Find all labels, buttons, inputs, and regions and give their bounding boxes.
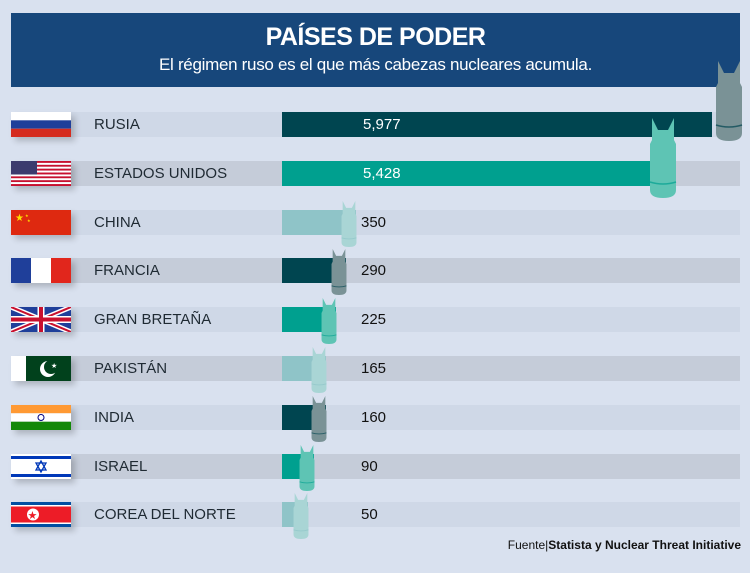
- bomb-icon: [310, 395, 327, 442]
- bar-row: INDIA 160: [11, 395, 740, 442]
- row-stripe: [11, 453, 740, 479]
- country-label: GRAN BRETAÑA: [94, 311, 212, 329]
- flag-russia-icon: [11, 112, 71, 137]
- country-label: ISRAEL: [94, 457, 148, 475]
- chart-subtitle: El régimen ruso es el que más cabezas nu…: [159, 55, 592, 74]
- bar-row: RUSIA 5,977: [11, 61, 743, 141]
- flag-pakistan-icon: ★: [11, 356, 71, 381]
- svg-text:★: ★: [15, 213, 24, 224]
- bomb-icon: [299, 444, 315, 491]
- chart-title: PAÍSES DE PODER: [265, 23, 486, 51]
- country-label: CHINA: [94, 213, 141, 231]
- bar-row: ★ COREA DEL NORTE 50: [11, 493, 740, 540]
- country-label: INDIA: [94, 408, 135, 426]
- bar-row: ISRAEL 90: [11, 444, 740, 491]
- flag-usa-icon: [11, 160, 71, 186]
- source-note: Fuente|Statista y Nuclear Threat Initiat…: [508, 538, 741, 552]
- row-stripe: [11, 356, 740, 381]
- row-stripe: [11, 307, 740, 333]
- flag-israel-icon: [11, 453, 71, 479]
- flag-north-korea-icon: ★: [11, 502, 71, 528]
- source-prefix: Fuente|: [507, 538, 549, 552]
- svg-text:★: ★: [25, 213, 29, 218]
- country-label: COREA DEL NORTE: [94, 506, 236, 524]
- flag-france-icon: [11, 258, 71, 284]
- value-label: 165: [361, 360, 387, 377]
- chart-header: PAÍSES DE PODER El régimen ruso es el qu…: [11, 13, 740, 87]
- source-text: Statista y Nuclear Threat Initiative: [548, 538, 741, 552]
- value-label: 90: [361, 457, 378, 475]
- bomb-icon: [649, 117, 676, 198]
- value-label: 225: [361, 311, 387, 329]
- bomb-icon: [341, 200, 357, 247]
- country-label: RUSIA: [94, 116, 140, 133]
- value-label: 50: [361, 506, 378, 524]
- country-label: FRANCIA: [94, 262, 160, 280]
- bar: [282, 160, 673, 186]
- svg-text:★: ★: [27, 218, 31, 223]
- flag-uk-icon: [11, 307, 71, 333]
- bar-row: ★ PAKISTÁN 165: [11, 347, 740, 393]
- bomb-icon: [293, 493, 309, 540]
- bomb-icon: [715, 61, 743, 141]
- value-label: 160: [361, 408, 387, 426]
- value-label: 290: [361, 262, 387, 280]
- svg-text:★: ★: [51, 362, 57, 370]
- value-label: 5,977: [363, 116, 401, 133]
- flag-china-icon: ★ ★ ★: [11, 209, 71, 235]
- row-stripe: [11, 258, 740, 284]
- svg-text:★: ★: [28, 510, 38, 522]
- row-stripe: [11, 209, 740, 235]
- bar-row: FRANCIA 290: [11, 249, 740, 296]
- bar-row: ESTADOS UNIDOS 5,428: [11, 117, 740, 198]
- bomb-icon: [311, 347, 327, 393]
- flag-india-icon: [11, 404, 71, 430]
- country-label: ESTADOS UNIDOS: [94, 164, 228, 182]
- bar-row: ★ ★ ★ CHINA 350: [11, 200, 740, 247]
- bomb-icon: [331, 249, 347, 296]
- value-label: 5,428: [363, 164, 401, 182]
- bomb-icon: [321, 298, 337, 345]
- bar-row: GRAN BRETAÑA 225: [11, 298, 740, 345]
- row-stripe: [11, 502, 740, 528]
- row-stripe: [11, 404, 740, 430]
- bar: [282, 112, 712, 137]
- country-label: PAKISTÁN: [94, 360, 168, 377]
- value-label: 350: [361, 213, 387, 231]
